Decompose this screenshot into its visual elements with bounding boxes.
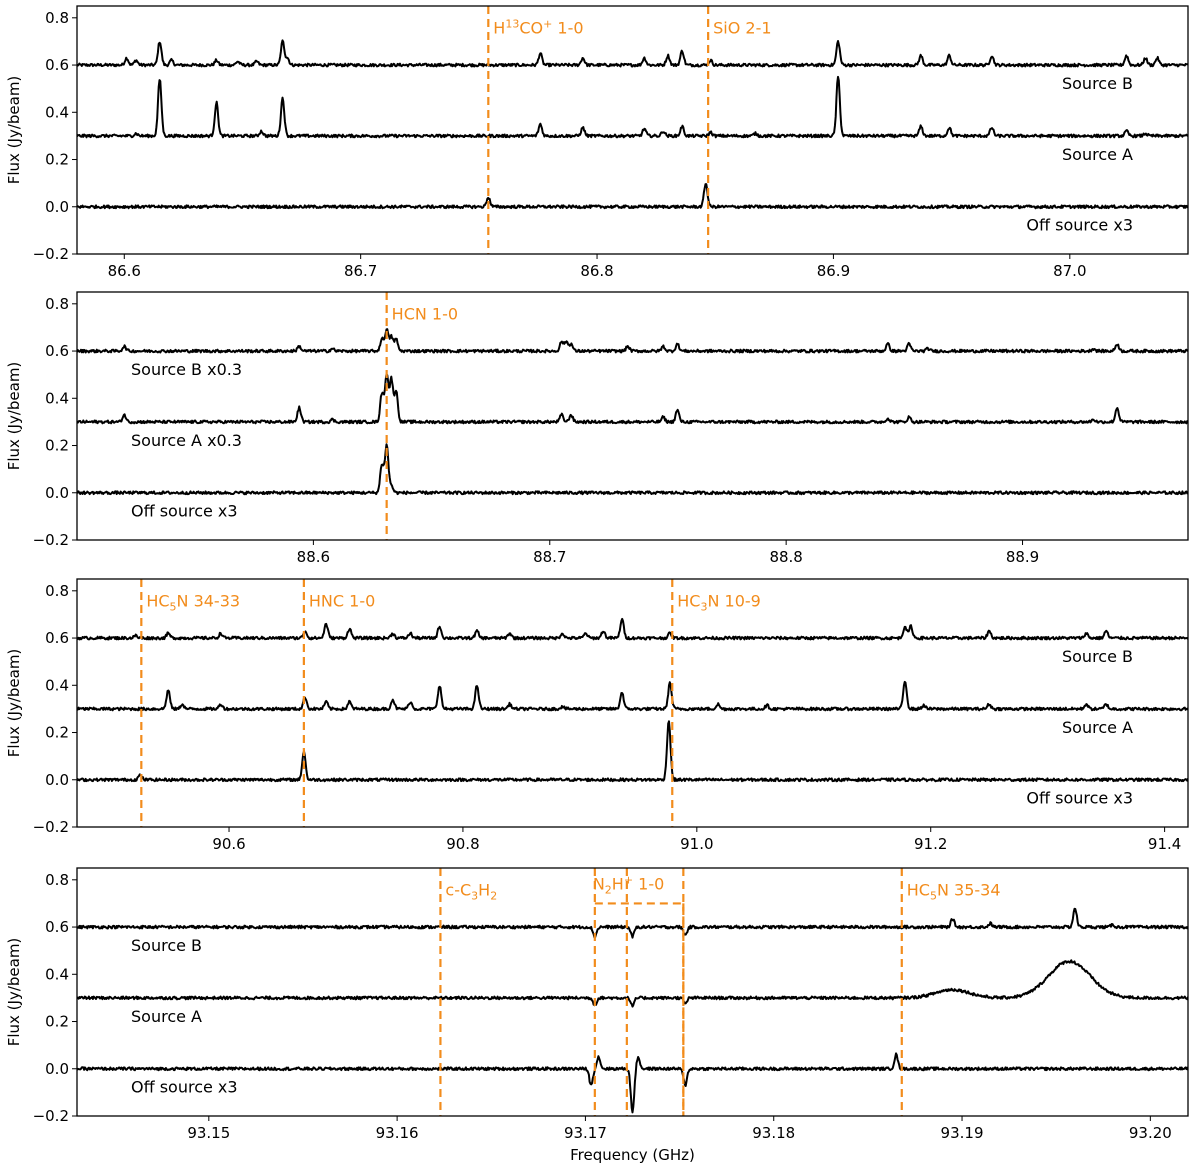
trace-label-source-b: Source B [131,936,202,955]
trace-source-b [77,907,1188,939]
line-label-sio-2-1: SiO 2-1 [713,19,771,38]
x-tick-label: 88.6 [297,548,330,566]
trace-off-source-x3 [77,443,1188,496]
y-tick-label: 0.2 [45,724,69,742]
y-tick-label: 0.0 [45,771,69,789]
trace-source-a-x0-3 [77,373,1188,425]
x-tick-label: 86.6 [108,262,141,280]
line-label-hc3n-10-9: HC3N 10-9 [677,592,761,614]
y-tick-label: 0.6 [45,56,69,74]
trace-label-source-a-x0-3: Source A x0.3 [131,431,242,450]
y-tick-label: 0.8 [45,582,69,600]
y-tick-label: 0.4 [45,965,69,983]
line-label-hnc-1-0: HNC 1-0 [309,592,375,611]
x-tick-label: 88.8 [769,548,802,566]
y-tick-label: 0.8 [45,9,69,27]
x-tick-label: 91.0 [680,835,713,853]
line-label-h13co-1-0: H13CO+ 1-0 [493,18,583,38]
line-label-hcn-1-0: HCN 1-0 [392,305,458,324]
trace-source-b [77,617,1188,641]
trace-off-source-x3 [77,1052,1188,1114]
y-tick-label: 0.2 [45,1013,69,1031]
trace-label-off-source-x3: Off source x3 [1026,216,1133,235]
panel-3: Source B Source A Off source x3 HC5N 34-33 H… [5,578,1189,853]
trace-source-b [77,39,1188,68]
trace-label-off-source-x3: Off source x3 [131,1078,238,1097]
y-tick-label: 0.6 [45,629,69,647]
y-tick-label: 0.2 [45,437,69,455]
y-tick-label: 0.6 [45,918,69,936]
y-tick-label: 0.6 [45,342,69,360]
axes-frame [76,578,1189,828]
x-tick-label: 86.7 [344,262,377,280]
trace-label-off-source-x3: Off source x3 [1026,789,1133,808]
x-tick-label: 93.17 [564,1124,607,1142]
trace-source-a [77,680,1188,712]
panel-2: Source B x0.3 Source A x0.3 Off source x3 H… [5,291,1189,566]
axes-frame [76,5,1189,255]
y-axis-label: Flux (Jy/beam) [5,649,23,758]
line-label-hc5n-35-34: HC5N 35-34 [907,881,1001,903]
y-tick-label: −0.2 [33,245,69,263]
line-label-c-c3h2: c-C3H2 [445,881,497,903]
y-tick-label: 0.8 [45,871,69,889]
x-tick-label: 91.2 [914,835,947,853]
trace-label-source-b: Source B [1062,647,1133,666]
y-tick-label: 0.0 [45,198,69,216]
trace-source-a [77,959,1188,1008]
x-tick-label: 93.20 [1129,1124,1172,1142]
y-tick-label: 0.4 [45,389,69,407]
x-tick-label: 93.19 [941,1124,984,1142]
trace-source-a [77,75,1188,139]
y-tick-label: −0.2 [33,818,69,836]
trace-label-source-a: Source A [1062,145,1133,164]
y-axis-label: Flux (Jy/beam) [5,76,23,185]
axes-frame [76,867,1189,1117]
y-axis-label: Flux (Jy/beam) [5,938,23,1047]
trace-source-b-x0-3 [77,328,1188,354]
y-tick-label: 0.8 [45,295,69,313]
x-tick-label: 90.8 [446,835,479,853]
x-tick-label: 93.15 [187,1124,230,1142]
y-tick-label: 0.2 [45,151,69,169]
line-label-hc5n-34-33: HC5N 34-33 [146,592,240,614]
x-tick-label: 88.9 [1006,548,1039,566]
line-label-n2h-1-0: N2H+ 1-0 [593,873,664,896]
trace-label-off-source-x3: Off source x3 [131,502,238,521]
x-tick-label: 93.16 [376,1124,419,1142]
trace-off-source-x3 [77,720,1188,783]
panel-4: Source B Source A Off source x3 c-C3H2 N2H+ … [5,867,1189,1164]
y-tick-label: 0.4 [45,676,69,694]
trace-label-source-a: Source A [1062,718,1133,737]
trace-label-source-b: Source B [1062,74,1133,93]
x-tick-label: 86.8 [580,262,613,280]
x-tick-label: 86.9 [817,262,850,280]
y-tick-label: 0.0 [45,1060,69,1078]
y-axis-label: Flux (Jy/beam) [5,362,23,471]
x-tick-label: 88.7 [533,548,566,566]
y-tick-label: −0.2 [33,531,69,549]
y-tick-label: 0.0 [45,484,69,502]
x-axis-label: Frequency (GHz) [570,1146,695,1164]
x-tick-label: 91.4 [1148,835,1181,853]
x-tick-label: 90.6 [212,835,245,853]
x-tick-label: 93.18 [752,1124,795,1142]
x-tick-label: 87.0 [1053,262,1086,280]
axes-frame [76,291,1189,541]
trace-label-source-b-x0-3: Source B x0.3 [131,360,242,379]
n2h-bracket [594,902,685,1116]
y-tick-label: 0.4 [45,103,69,121]
trace-off-source-x3 [77,183,1188,210]
trace-label-source-a: Source A [131,1007,202,1026]
panel-1: Source B Source A Off source x3 H13CO+ 1-0 S… [5,5,1189,280]
y-tick-label: −0.2 [33,1107,69,1125]
